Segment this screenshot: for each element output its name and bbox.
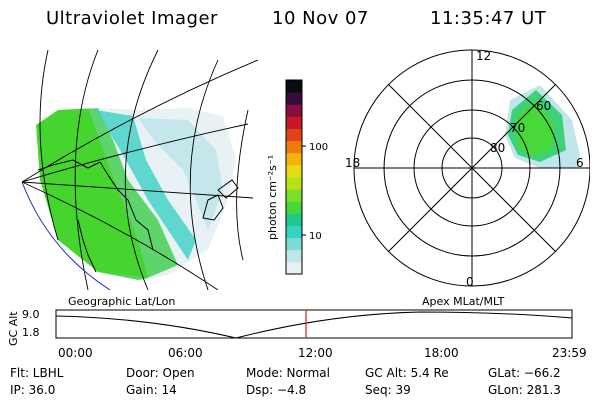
mlt-label-0: 0: [466, 275, 474, 289]
colorbar-band: [286, 92, 302, 105]
timeline-xtick-1800: 18:00: [424, 346, 459, 360]
colorbar-gradient: [286, 80, 302, 275]
colorbar-band: [286, 201, 302, 214]
date-label: 10 Nov 07: [272, 8, 369, 29]
timeline-xtick-1200: 12:00: [298, 346, 333, 360]
ip-status: IP: 36.0: [10, 383, 56, 397]
gc-alt-status: GC Alt: 5.4 Re: [365, 366, 449, 380]
gain-status: Gain: 14: [126, 383, 177, 397]
colorbar: 100 10 photon cm⁻²s⁻¹: [258, 70, 328, 290]
timeline-ytick-1.8: 1.8: [22, 326, 40, 339]
seq-status: Seq: 39: [365, 383, 411, 397]
colorbar-band: [286, 128, 302, 142]
colorbar-band: [286, 152, 302, 166]
colorbar-band: [286, 140, 302, 154]
timeline-xtick-0600: 06:00: [168, 346, 203, 360]
colorbar-unit-label: photon cm⁻²s⁻¹: [266, 155, 279, 240]
mlat-ring-70: 70: [510, 121, 525, 135]
mlt-label-12: 12: [476, 49, 491, 63]
filter-status: Flt: LBHL: [10, 366, 64, 380]
door-status: Door: Open: [126, 366, 195, 380]
timeline-axis-label: GC Alt: [7, 311, 20, 346]
dsp-status: Dsp: −4.8: [246, 383, 307, 397]
colorbar-band: [286, 164, 302, 178]
timeline-xtick-0000: 00:00: [58, 346, 93, 360]
colorbar-band: [286, 116, 302, 129]
polar-mlat-mlt-panel: 12 18 6 0 60 70 80: [340, 40, 591, 290]
colorbar-band: [286, 177, 302, 190]
mlat-ring-80: 80: [490, 141, 505, 155]
colorbar-tick-10: 10: [309, 231, 322, 242]
glon-status: GLon: 281.3: [488, 383, 561, 397]
colorbar-band: [286, 80, 302, 93]
mlt-label-18: 18: [345, 156, 360, 170]
colorbar-band: [286, 225, 302, 239]
instrument-title: Ultraviolet Imager: [46, 8, 218, 29]
timeline-xtick-2359: 23:59: [552, 346, 587, 360]
colorbar-band: [286, 249, 302, 263]
geographic-map-panel: [18, 49, 259, 291]
glat-status: GLat: −66.2: [488, 366, 561, 380]
time-label: 11:35:47 UT: [430, 8, 547, 29]
geo-panel-title: Geographic Lat/Lon: [68, 295, 176, 308]
mode-status: Mode: Normal: [246, 366, 330, 380]
colorbar-band: [286, 261, 302, 275]
polar-panel-title: Apex MLat/MLT: [422, 295, 505, 308]
mlt-label-6: 6: [576, 156, 584, 170]
colorbar-band: [286, 189, 302, 202]
mlat-ring-60: 60: [536, 99, 551, 113]
colorbar-band: [286, 104, 302, 117]
colorbar-tick-100: 100: [309, 142, 328, 153]
altitude-timeline: GC Alt 9.0 1.8: [0, 304, 600, 364]
colorbar-band: [286, 237, 302, 251]
timeline-ytick-9: 9.0: [22, 308, 40, 321]
colorbar-band: [286, 213, 302, 226]
